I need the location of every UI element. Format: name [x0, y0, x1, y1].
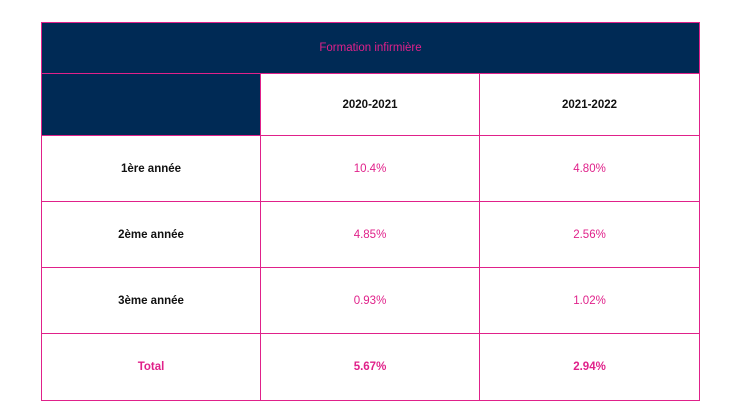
row-label: 1ère année — [41, 135, 261, 202]
total-cell: 2.94% — [478, 333, 701, 401]
total-cell: 5.67% — [260, 333, 480, 401]
table-cell: 0.93% — [260, 267, 480, 334]
table-row: 1ère année 10.4% 4.80% — [41, 135, 701, 202]
table-cell: 4.80% — [478, 135, 701, 202]
table-cell: 4.85% — [260, 201, 480, 268]
table-title: Formation infirmière — [40, 22, 701, 74]
nursing-training-table: Formation infirmière 2020-2021 2021-2022… — [40, 22, 701, 401]
column-header-2020-2021: 2020-2021 — [260, 73, 480, 136]
table-header-row: 2020-2021 2021-2022 — [41, 73, 701, 136]
total-label: Total — [41, 333, 261, 401]
row-label: 2ème année — [41, 201, 261, 268]
column-header-2021-2022: 2021-2022 — [478, 73, 701, 136]
table-row: 3ème année 0.93% 1.02% — [41, 267, 701, 334]
table-cell: 10.4% — [260, 135, 480, 202]
table-row: 2ème année 4.85% 2.56% — [41, 201, 701, 268]
table-cell: 1.02% — [478, 267, 701, 334]
row-label: 3ème année — [41, 267, 261, 334]
table-cell: 2.56% — [478, 201, 701, 268]
total-row: Total 5.67% 2.94% — [41, 333, 701, 401]
table-title-row: Formation infirmière — [40, 22, 701, 74]
header-blank-cell — [41, 73, 261, 136]
